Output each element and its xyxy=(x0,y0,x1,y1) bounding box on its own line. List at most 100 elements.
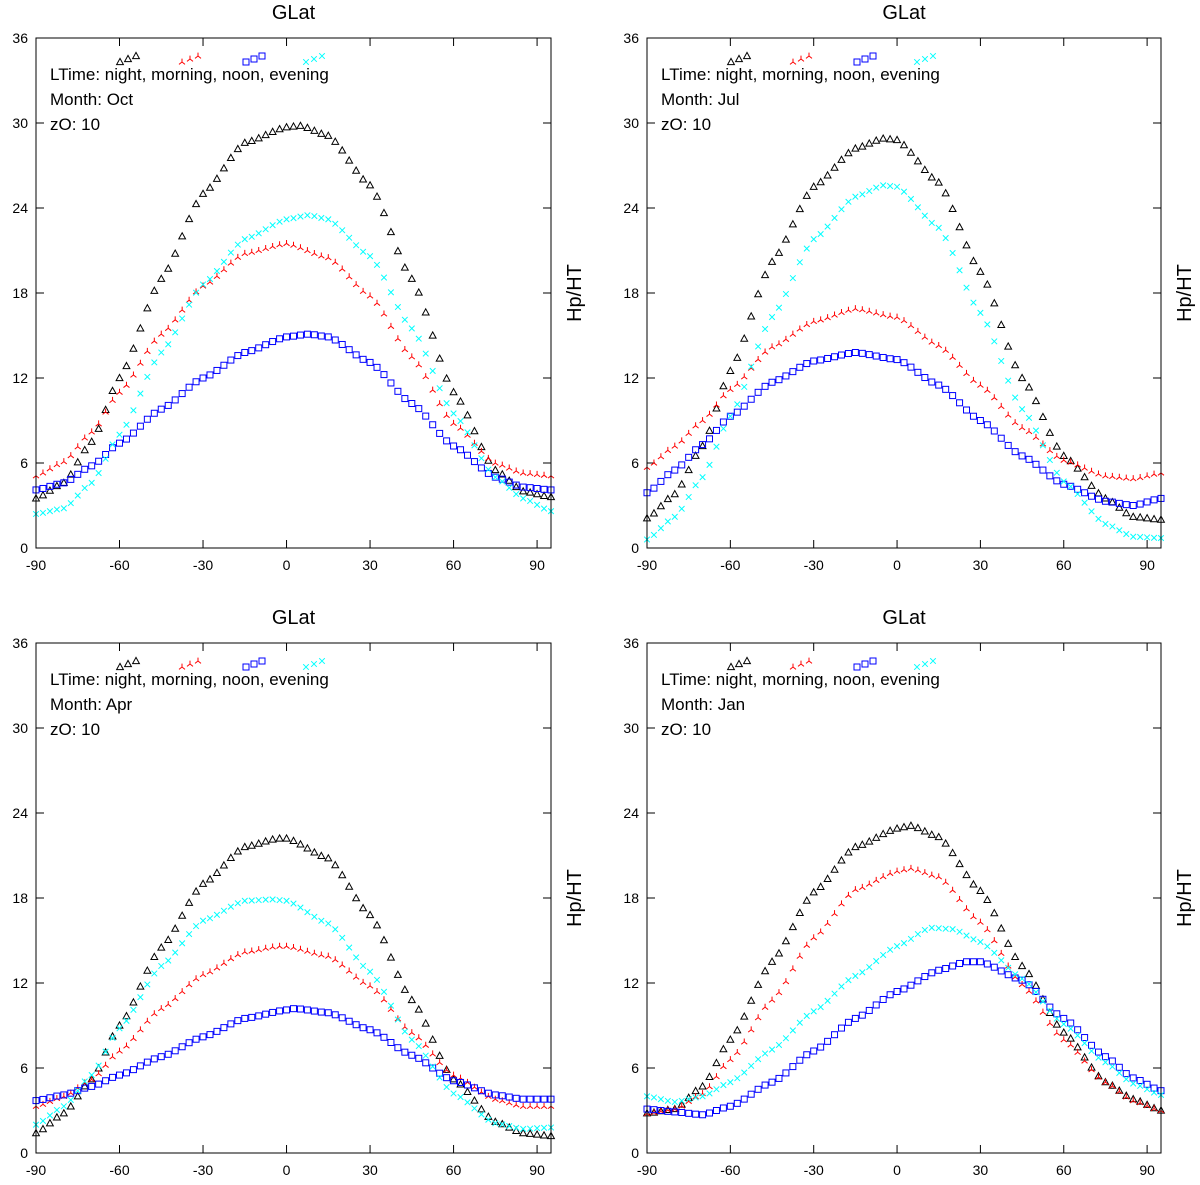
annotation-line: LTime: night, morning, noon, evening xyxy=(661,670,940,689)
data-point xyxy=(122,361,131,370)
data-point xyxy=(283,897,290,905)
data-point xyxy=(310,331,318,339)
data-point xyxy=(789,964,797,972)
data-point xyxy=(914,977,922,985)
data-point xyxy=(345,967,353,974)
data-point xyxy=(844,848,853,856)
x-tick-label: 90 xyxy=(529,1162,545,1178)
data-point xyxy=(171,994,179,1002)
data-point xyxy=(657,524,665,532)
data-point xyxy=(692,1092,700,1100)
data-point xyxy=(1066,1034,1075,1042)
data-point xyxy=(1025,455,1033,463)
data-point xyxy=(831,311,839,318)
data-point xyxy=(192,922,200,930)
data-point xyxy=(436,1074,443,1081)
data-point xyxy=(900,939,908,947)
data-point xyxy=(150,1009,158,1017)
data-point xyxy=(324,920,332,927)
data-point xyxy=(983,895,992,904)
data-point xyxy=(1018,980,1026,988)
data-point xyxy=(803,1051,811,1059)
data-point xyxy=(289,122,298,130)
data-point xyxy=(913,823,922,832)
data-point xyxy=(255,1012,263,1020)
legend-symbol xyxy=(797,660,805,667)
data-point xyxy=(213,868,221,877)
data-point xyxy=(526,469,534,477)
data-point xyxy=(831,214,838,222)
data-point xyxy=(775,949,783,957)
data-point xyxy=(678,461,686,469)
data-point xyxy=(262,244,270,252)
data-point xyxy=(234,1017,242,1025)
data-point xyxy=(796,363,804,371)
data-point xyxy=(338,226,346,234)
data-point xyxy=(740,1012,749,1020)
data-point xyxy=(269,242,277,250)
data-point xyxy=(109,396,117,404)
data-point xyxy=(990,427,998,435)
data-point xyxy=(823,171,832,179)
data-point xyxy=(171,1047,179,1055)
data-point xyxy=(976,267,985,275)
data-point xyxy=(297,904,304,911)
data-point xyxy=(394,334,402,342)
data-point xyxy=(997,320,1006,328)
chart-title: GLat xyxy=(272,2,316,24)
legend-symbol xyxy=(318,657,326,665)
x-tick-label: 0 xyxy=(283,557,291,573)
data-point xyxy=(942,965,950,973)
data-point xyxy=(837,856,846,864)
data-point xyxy=(352,241,360,249)
y-axis-label: Hp/HT xyxy=(564,869,586,927)
y-tick-label: 30 xyxy=(623,115,639,131)
data-point xyxy=(393,247,402,255)
data-point xyxy=(796,952,804,960)
data-point xyxy=(928,969,936,977)
data-point xyxy=(310,126,319,134)
data-point xyxy=(719,1104,727,1112)
data-point xyxy=(1143,534,1151,541)
data-point xyxy=(886,182,894,190)
data-point xyxy=(345,272,353,280)
legend-marker-morning xyxy=(178,52,202,65)
data-point xyxy=(754,355,762,363)
data-point xyxy=(282,834,291,842)
data-point xyxy=(234,899,242,907)
data-point xyxy=(380,988,388,996)
data-point xyxy=(949,249,956,257)
data-point xyxy=(199,879,207,887)
data-point xyxy=(304,908,311,916)
data-point xyxy=(817,1003,824,1011)
data-point xyxy=(824,223,831,230)
series-noon xyxy=(643,958,1165,1119)
data-point xyxy=(345,882,354,890)
legend-marker-night xyxy=(727,51,751,66)
data-point xyxy=(178,315,186,322)
data-point xyxy=(443,399,450,407)
data-point xyxy=(685,429,693,437)
data-point xyxy=(795,204,804,213)
legend-symbol xyxy=(310,55,318,63)
data-point xyxy=(893,988,901,995)
data-point xyxy=(712,1072,720,1080)
data-point xyxy=(512,1124,520,1132)
data-point xyxy=(526,1102,534,1110)
annotation-line: zO: 10 xyxy=(50,720,100,739)
data-point xyxy=(1116,1069,1123,1077)
data-point xyxy=(692,481,699,489)
legend-symbol xyxy=(250,660,258,668)
data-point xyxy=(1046,446,1054,454)
data-point xyxy=(484,1112,493,1120)
legend-symbol xyxy=(250,55,258,63)
data-point xyxy=(824,1037,832,1045)
data-point xyxy=(429,386,437,393)
data-point xyxy=(719,1045,728,1053)
data-point xyxy=(851,885,859,893)
data-point xyxy=(359,175,367,183)
data-point xyxy=(428,1035,437,1043)
data-point xyxy=(88,462,96,470)
data-point xyxy=(408,1028,416,1036)
data-point xyxy=(963,284,970,291)
